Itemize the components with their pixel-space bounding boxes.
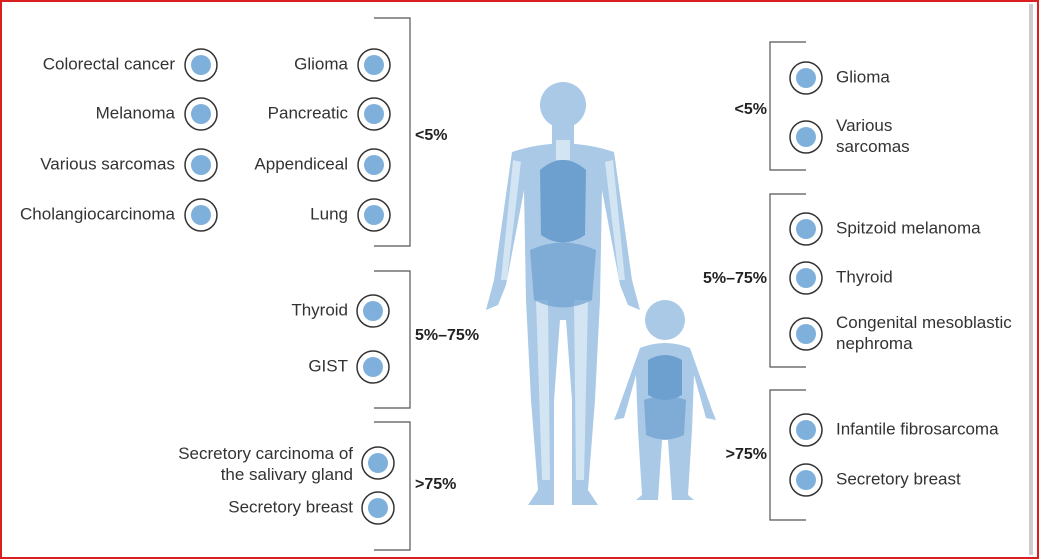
icon-fill bbox=[191, 155, 211, 175]
bracket bbox=[374, 17, 411, 247]
icon-fill bbox=[796, 324, 816, 344]
icon-fill bbox=[796, 420, 816, 440]
item-label: sarcomas bbox=[836, 137, 910, 156]
icon-fill bbox=[363, 301, 383, 321]
item-label: Pancreatic bbox=[268, 103, 349, 122]
child-figure bbox=[614, 300, 716, 500]
icon-fill bbox=[364, 104, 384, 124]
item-label: nephroma bbox=[836, 334, 913, 353]
item-label: Colorectal cancer bbox=[43, 54, 176, 73]
item-label: Cholangiocarcinoma bbox=[20, 204, 176, 223]
item-label: Various bbox=[836, 116, 892, 135]
icon-fill bbox=[191, 104, 211, 124]
item-label: Secretory carcinoma of bbox=[178, 444, 353, 463]
icon-fill bbox=[364, 205, 384, 225]
range-label: 5%–75% bbox=[703, 270, 767, 287]
icon-fill bbox=[363, 357, 383, 377]
range-label: <5% bbox=[735, 101, 767, 118]
item-label: Glioma bbox=[836, 67, 890, 86]
range-label: <5% bbox=[415, 127, 447, 144]
item-label: Secretory breast bbox=[228, 497, 353, 516]
icon-fill bbox=[364, 55, 384, 75]
bracket bbox=[769, 389, 806, 521]
icon-fill bbox=[796, 219, 816, 239]
adult-figure bbox=[486, 82, 640, 505]
item-label: Melanoma bbox=[96, 103, 176, 122]
item-label: the salivary gland bbox=[221, 465, 353, 484]
icon-fill bbox=[368, 453, 388, 473]
item-label: Glioma bbox=[294, 54, 348, 73]
icon-fill bbox=[796, 68, 816, 88]
icon-fill bbox=[368, 498, 388, 518]
icon-fill bbox=[364, 155, 384, 175]
item-label: Appendiceal bbox=[254, 154, 348, 173]
icon-fill bbox=[796, 127, 816, 147]
bracket bbox=[769, 41, 806, 171]
item-label: Infantile fibrosarcoma bbox=[836, 419, 999, 438]
bracket bbox=[769, 193, 806, 368]
bracket bbox=[374, 270, 411, 409]
item-label: GIST bbox=[308, 356, 348, 375]
item-label: Thyroid bbox=[291, 300, 348, 319]
range-label: 5%–75% bbox=[415, 327, 479, 344]
item-label: Congenital mesoblastic bbox=[836, 313, 1012, 332]
item-label: Thyroid bbox=[836, 267, 893, 286]
item-label: Spitzoid melanoma bbox=[836, 218, 981, 237]
item-label: Secretory breast bbox=[836, 469, 961, 488]
icon-fill bbox=[191, 205, 211, 225]
item-label: Lung bbox=[310, 204, 348, 223]
bracket bbox=[374, 421, 411, 551]
icon-fill bbox=[796, 470, 816, 490]
item-label: Various sarcomas bbox=[40, 154, 175, 173]
icon-fill bbox=[191, 55, 211, 75]
icon-fill bbox=[796, 268, 816, 288]
range-label: >75% bbox=[415, 476, 456, 493]
range-label: >75% bbox=[726, 446, 767, 463]
